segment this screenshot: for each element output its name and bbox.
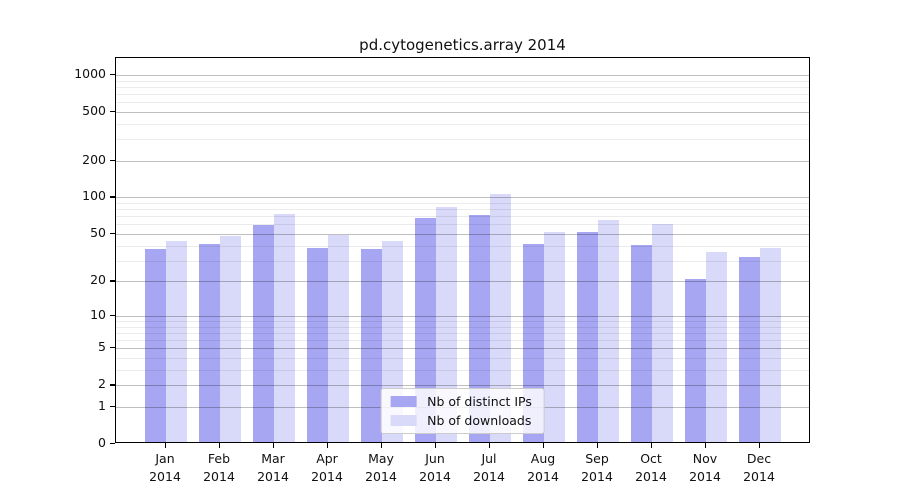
bar-nb-of-downloads-jan [166,241,187,442]
bar-nb-of-distinct-ips-feb [199,243,220,442]
y-tick-label: 2 [98,376,106,392]
legend-label: Nb of downloads [427,413,532,428]
y-tick-label: 500 [82,102,106,118]
x-tick-mark [219,443,221,448]
x-tick-label: Jul 2014 [473,451,505,485]
x-tick-label: Sep 2014 [581,451,613,485]
legend-label: Nb of distinct IPs [427,394,532,409]
y-tick-mark [110,384,115,386]
bar-nb-of-distinct-ips-jul [469,215,490,442]
bar-nb-of-distinct-ips-jan [145,249,166,442]
x-tick-label: Nov 2014 [689,451,721,485]
y-tick-mark [110,443,115,445]
plot-area: Nb of distinct IPs Nb of downloads [115,57,810,443]
x-tick-label: Dec 2014 [743,451,775,485]
y-tick-mark [110,232,115,235]
bar-nb-of-distinct-ips-apr [307,247,328,442]
bar-nb-of-downloads-sep [598,219,619,442]
x-tick-label: Jan 2014 [149,451,181,485]
legend: Nb of distinct IPs Nb of downloads [380,388,545,434]
bar-nb-of-downloads-dec [760,247,781,442]
x-tick-mark [705,443,707,448]
bar-nb-of-downloads-oct [652,224,673,442]
y-tick-mark [110,280,115,282]
x-tick-mark [273,443,275,448]
bar-nb-of-distinct-ips-mar [253,225,274,442]
x-tick-label: Feb 2014 [203,451,235,485]
bar-nb-of-downloads-jul [490,193,511,442]
bar-nb-of-distinct-ips-jun [415,218,436,442]
x-tick-mark [435,443,437,448]
bar-nb-of-distinct-ips-may [361,249,382,442]
chart-title: pd.cytogenetics.array 2014 [359,36,566,54]
x-tick-mark [327,443,329,448]
y-tick-label: 100 [82,188,106,204]
x-tick-mark [381,443,383,448]
bars-layer [116,58,809,442]
y-tick-label: 200 [82,151,106,167]
y-tick-mark [110,405,115,408]
y-tick-mark [110,347,115,349]
x-tick-label: Jun 2014 [419,451,451,485]
y-tick-mark [110,73,115,76]
legend-row: Nb of distinct IPs [390,394,532,409]
x-tick-label: May 2014 [365,451,397,485]
y-tick-label: 0 [98,435,106,450]
y-tick-label: 1000 [74,65,106,81]
x-tick-mark [651,443,653,448]
y-tick-mark [110,159,115,161]
bar-nb-of-downloads-jun [436,206,457,442]
x-tick-mark [759,443,761,448]
x-tick-mark [597,443,599,448]
y-tick-mark [110,196,115,198]
y-tick-label: 50 [90,224,106,240]
x-tick-label: Mar 2014 [257,451,289,485]
legend-row: Nb of downloads [390,413,532,428]
bar-nb-of-distinct-ips-dec [739,256,760,442]
x-tick-label: Oct 2014 [635,451,667,485]
y-tick-mark [110,314,115,317]
y-tick-mark [110,110,115,113]
bar-nb-of-distinct-ips-nov [685,279,706,442]
bar-nb-of-downloads-apr [328,235,349,442]
bar-nb-of-downloads-aug [544,232,565,442]
bar-nb-of-distinct-ips-sep [577,232,598,442]
y-tick-label: 1 [98,397,106,413]
bar-nb-of-downloads-feb [220,236,241,442]
y-tick-label: 20 [90,272,106,288]
x-tick-mark [489,443,491,448]
legend-swatch [390,396,417,407]
x-tick-mark [165,443,167,448]
x-tick-label: Aug 2014 [527,451,559,485]
bar-nb-of-downloads-nov [706,252,727,442]
y-tick-label: 5 [98,339,106,355]
legend-swatch [390,415,417,426]
bar-nb-of-downloads-mar [274,213,295,442]
x-tick-mark [543,443,545,448]
x-tick-label: Apr 2014 [311,451,343,485]
y-tick-label: 10 [90,306,106,322]
bar-nb-of-distinct-ips-oct [631,244,652,442]
